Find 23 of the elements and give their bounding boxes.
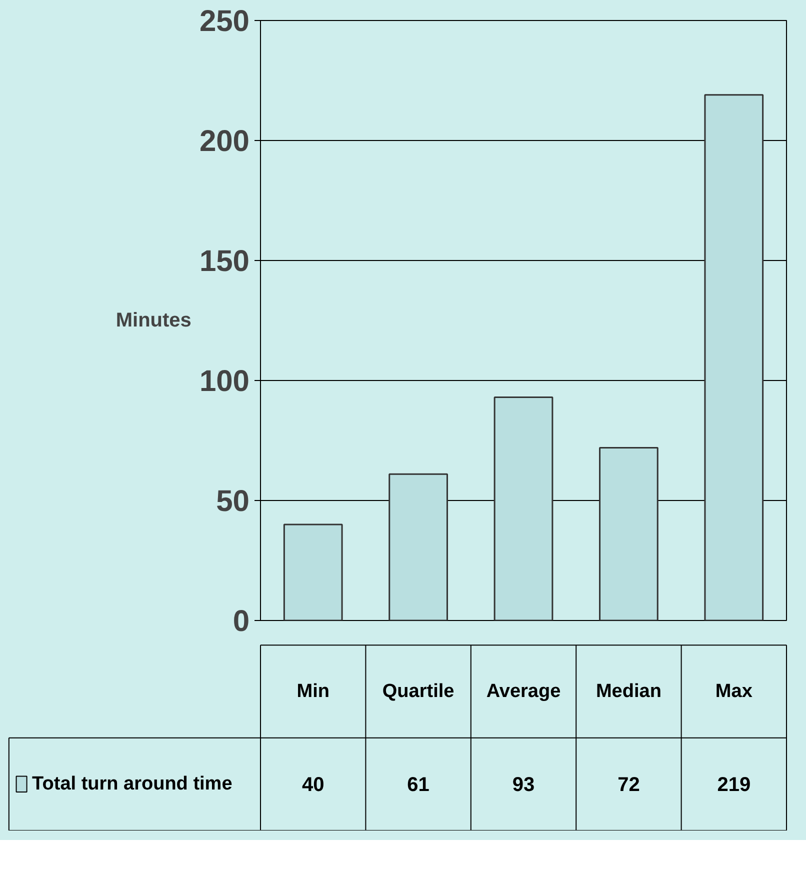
x-tick-label: Average — [486, 680, 561, 702]
bar — [704, 94, 764, 620]
data-label: 72 — [618, 774, 640, 796]
bar — [494, 396, 554, 620]
y-tick-label: 50 — [216, 485, 250, 518]
data-label: 93 — [512, 774, 535, 796]
x-tick-label: Max — [715, 680, 753, 702]
data-label: 61 — [407, 774, 430, 796]
legend-label: Total turn around time — [32, 774, 232, 795]
bar — [283, 524, 343, 620]
bar — [599, 446, 658, 620]
y-axis-title: Minutes — [116, 310, 192, 332]
x-tick-label: Min — [296, 680, 330, 702]
bar — [388, 473, 448, 620]
x-tick-label: Quartile — [382, 680, 454, 702]
data-label: 219 — [717, 774, 751, 796]
y-tick-label: 100 — [199, 365, 250, 398]
y-tick-label: 0 — [232, 605, 250, 638]
data-label: 40 — [302, 774, 324, 796]
x-tick-label: Median — [596, 680, 662, 702]
y-tick-label: 150 — [199, 245, 250, 278]
y-tick-label: 250 — [199, 5, 250, 38]
y-tick-label: 200 — [199, 125, 250, 158]
